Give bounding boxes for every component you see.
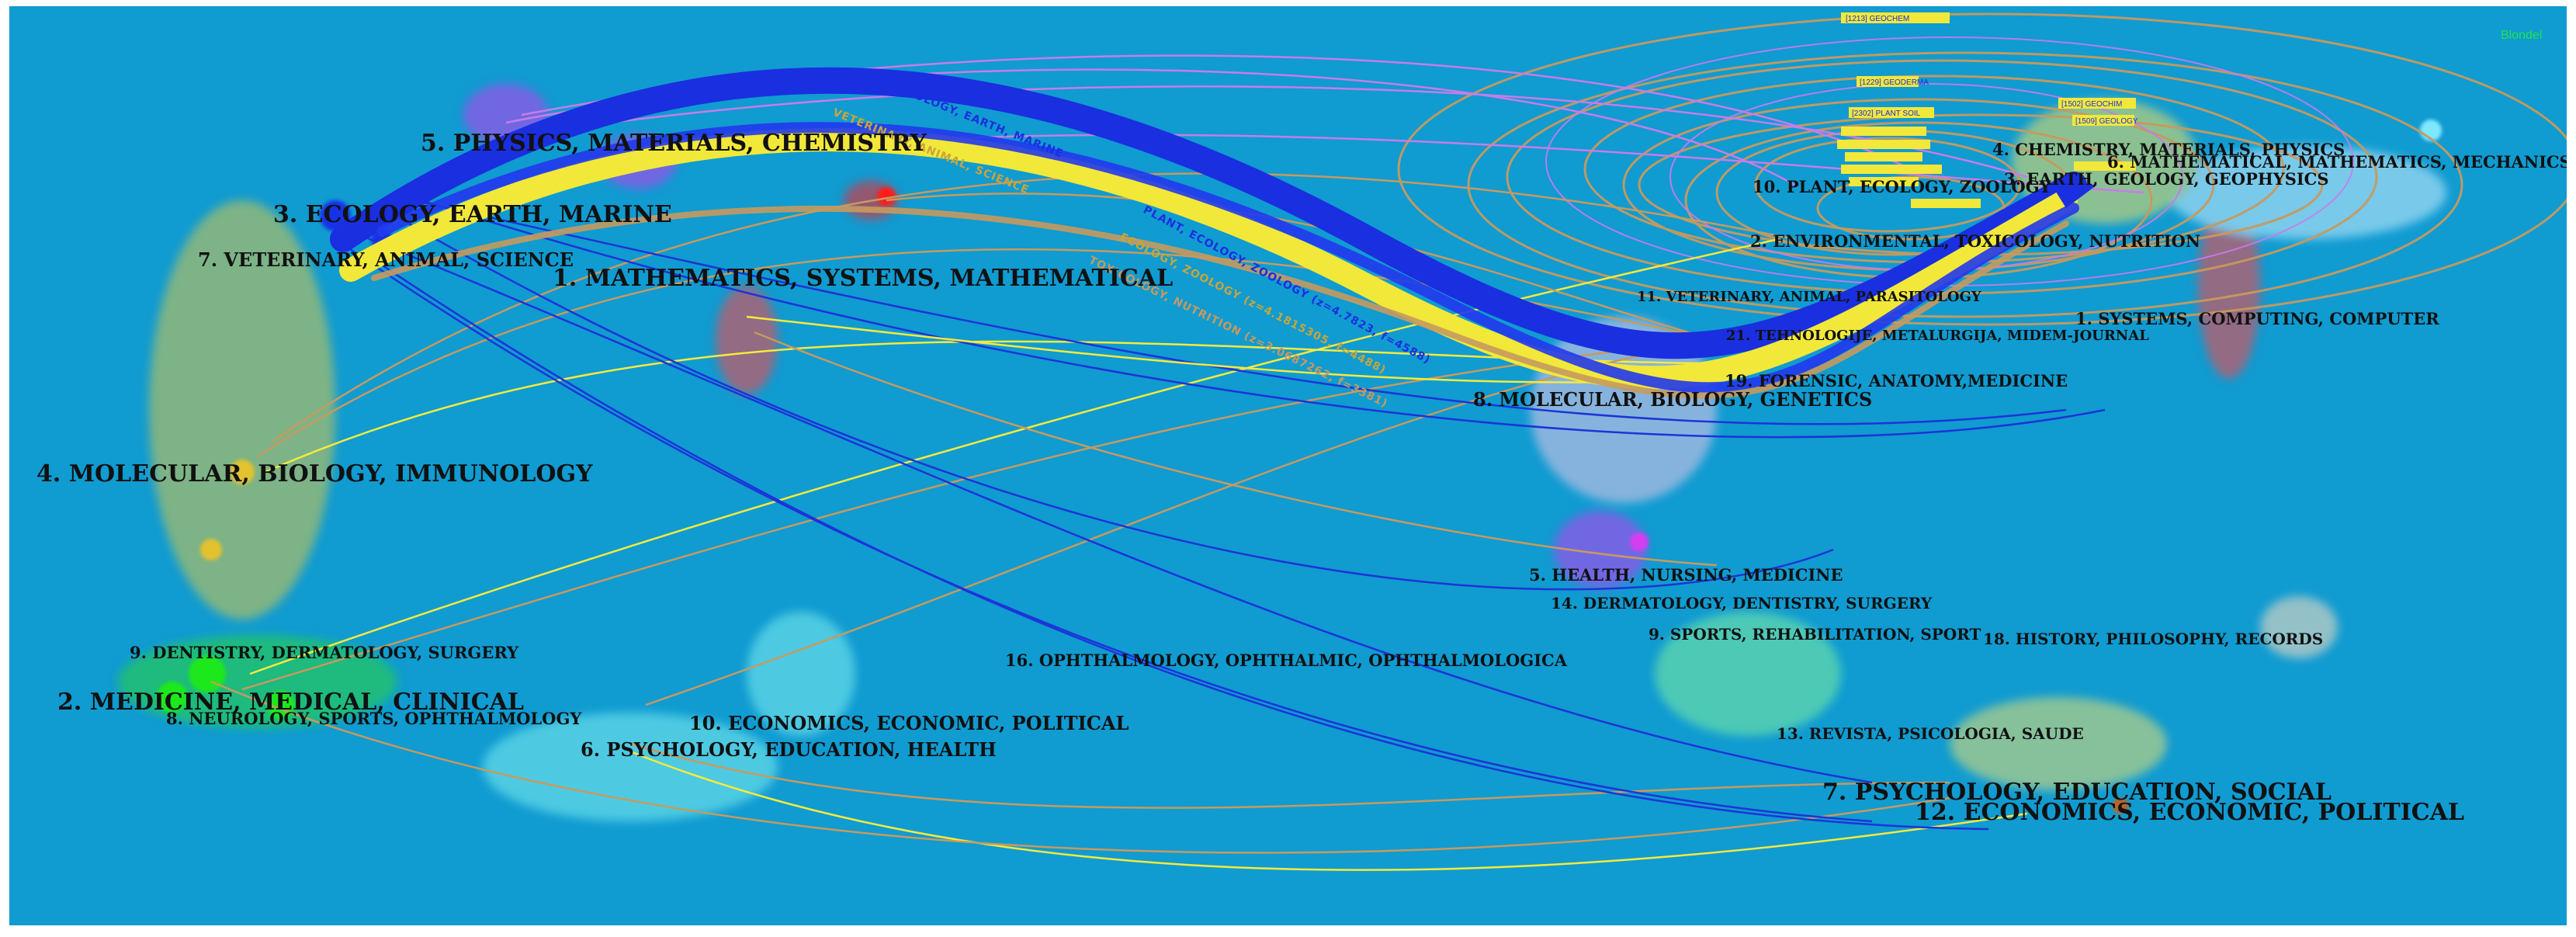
- cluster-label: 11. VETERINARY, ANIMAL, PARASITOLOGY: [1637, 289, 1982, 305]
- cluster-label: 9. SPORTS, REHABILITATION, SPORT: [1649, 625, 1981, 644]
- flow-blue: [330, 67, 2087, 359]
- cluster-label: 7. PSYCHOLOGY, EDUCATION, SOCIAL: [1822, 779, 2332, 806]
- ring-tag: [1509] GEOLOGY: [2075, 117, 2138, 126]
- ring-links: [1397, 12, 2567, 326]
- cluster-label: 6. MATHEMATICAL, MATHEMATICS, MECHANICS: [2107, 152, 2567, 172]
- cluster-label: 2. MEDICINE, MEDICAL, CLINICAL: [57, 689, 524, 716]
- cluster-label: 8. MOLECULAR, BIOLOGY, GENETICS: [1473, 388, 1872, 411]
- ring-tags: [1213] GEOCHEM [1229] GEODERMA [2302] PL…: [1837, 12, 2138, 208]
- left-map-labels: 5. PHYSICS, MATERIALS, CHEMISTRY 3. ECOL…: [36, 130, 1568, 761]
- cluster-label: 10. PLANT, ECOLOGY, ZOOLOGY: [1753, 177, 2052, 196]
- right-map-labels: 4. CHEMISTRY, MATERIALS, PHYSICS 6. MATH…: [1473, 140, 2567, 826]
- flow-yellow: [339, 128, 2078, 390]
- cluster-label: 14. DERMATOLOGY, DENTISTRY, SURGERY: [1551, 594, 1933, 613]
- flow-arrowhead: [2051, 183, 2097, 208]
- cluster-label: 19. FORENSIC, ANATOMY,MEDICINE: [1725, 371, 2068, 390]
- ring-tag: [2302] PLANT SOIL: [1852, 109, 1921, 118]
- cluster-label: 1. SYSTEMS, COMPUTING, COMPUTER: [2075, 309, 2439, 328]
- algorithm-label: Blondel: [2501, 29, 2542, 42]
- cluster-label: 6. PSYCHOLOGY, EDUCATION, HEALTH: [581, 738, 997, 761]
- cluster-label: 5. HEALTH, NURSING, MEDICINE: [1529, 565, 1843, 585]
- dual-map-overlay: ECOLOGY, EARTH, MARINE VETERINARY, ANIMA…: [36, 12, 2567, 871]
- cluster-label: 2. ENVIRONMENTAL, TOXICOLOGY, NUTRITION: [1750, 231, 2200, 251]
- cluster-label: 12. ECONOMICS, ECONOMIC, POLITICAL: [1915, 799, 2464, 826]
- cluster-label: 5. PHYSICS, MATERIALS, CHEMISTRY: [421, 130, 927, 157]
- flow-tan: [371, 205, 2069, 399]
- cluster-label: 7. VETERINARY, ANIMAL, SCIENCE: [198, 248, 574, 271]
- cluster-label: 13. REVISTA, PSICOLOGIA, SAUDE: [1777, 724, 2084, 743]
- cluster-label: 16. OPHTHALMOLOGY, OPHTHALMIC, OPHTHALMO…: [1005, 651, 1568, 670]
- cluster-label: 18. HISTORY, PHILOSOPHY, RECORDS: [1983, 630, 2323, 648]
- cluster-label: 3. ECOLOGY, EARTH, MARINE: [273, 201, 672, 228]
- flow-blue-2: [376, 122, 2079, 394]
- ring-tag: [1229] GEODERMA: [1860, 78, 1929, 87]
- cluster-label: 1. MATHEMATICS, SYSTEMS, MATHEMATICAL: [553, 265, 1173, 292]
- cluster-label: 21. TEHNOLOGIJE, METALURGIJA, MIDEM-JOUR…: [1726, 328, 2149, 344]
- main-flows: [330, 67, 2087, 399]
- overlay-map-canvas: ECOLOGY, EARTH, MARINE VETERINARY, ANIMA…: [9, 6, 2567, 925]
- cluster-label: 8. NEUROLOGY, SPORTS, OPHTHALMOLOGY: [166, 709, 582, 728]
- cluster-label: 3. EARTH, GEOLOGY, GEOPHYSICS: [2004, 169, 2329, 189]
- ring-tag: [1502] GEOCHIM: [2061, 100, 2122, 109]
- cluster-label: 9. DENTISTRY, DERMATOLOGY, SURGERY: [130, 643, 519, 662]
- ring-tag: [1213] GEOCHEM: [1846, 15, 1909, 23]
- cluster-label: 10. ECONOMICS, ECONOMIC, POLITICAL: [689, 712, 1129, 734]
- cluster-label: 4. CHEMISTRY, MATERIALS, PHYSICS: [1992, 140, 2345, 159]
- cluster-label: 4. MOLECULAR, BIOLOGY, IMMUNOLOGY: [36, 460, 593, 488]
